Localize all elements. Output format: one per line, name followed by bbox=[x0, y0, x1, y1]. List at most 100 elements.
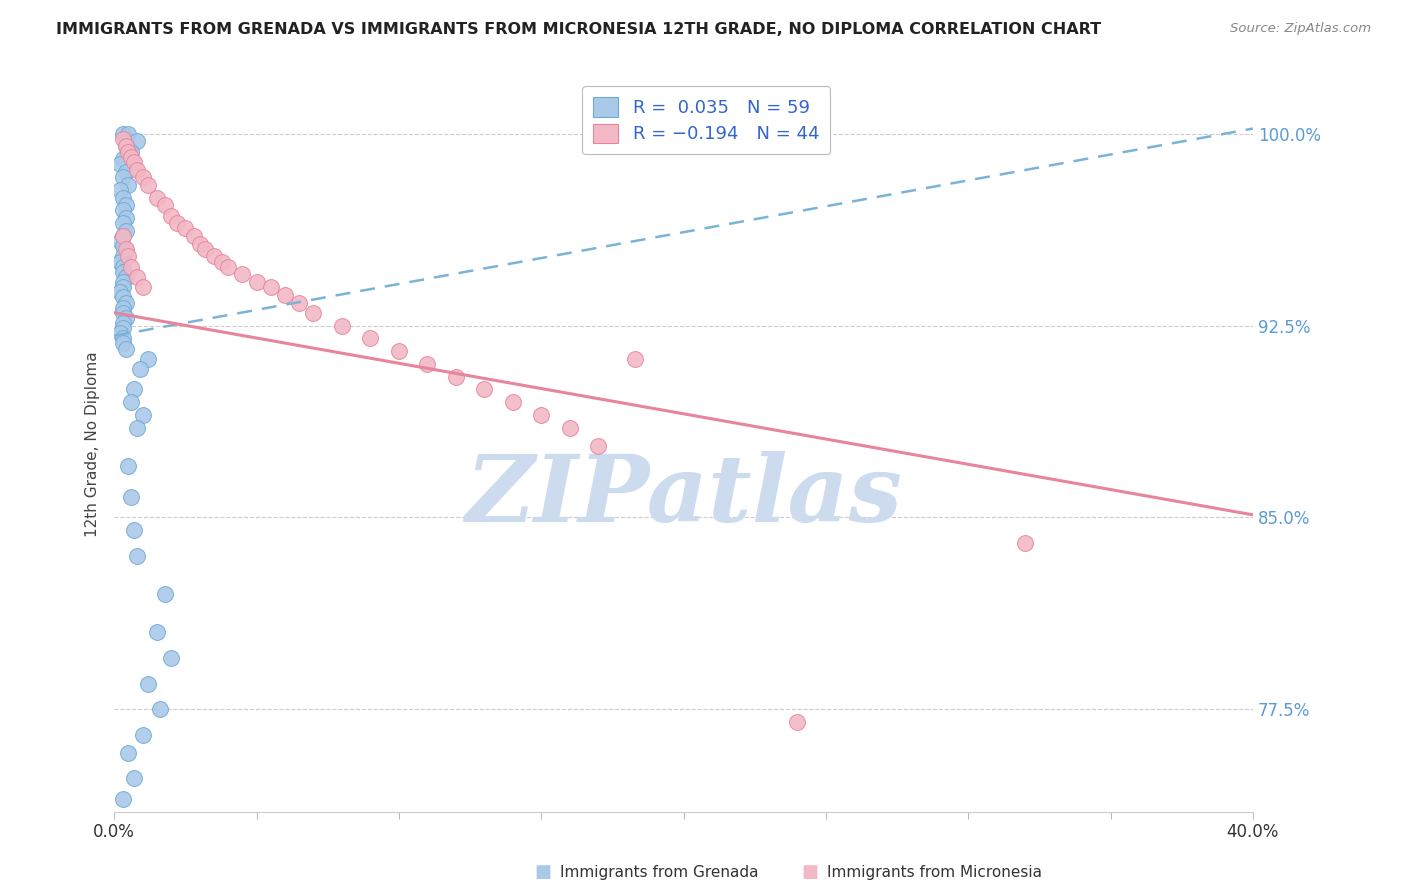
Point bbox=[231, 268, 253, 282]
Text: ■: ■ bbox=[534, 863, 551, 881]
Text: IMMIGRANTS FROM GRENADA VS IMMIGRANTS FROM MICRONESIA 12TH GRADE, NO DIPLOMA COR: IMMIGRANTS FROM GRENADA VS IMMIGRANTS FR… bbox=[56, 22, 1101, 37]
Point bbox=[125, 269, 148, 284]
Point bbox=[120, 150, 142, 164]
Point bbox=[131, 728, 153, 742]
Point bbox=[146, 625, 169, 640]
Point bbox=[245, 275, 267, 289]
Point bbox=[211, 254, 233, 268]
Point bbox=[111, 239, 134, 253]
Point bbox=[111, 316, 134, 330]
Point bbox=[108, 157, 131, 171]
Point bbox=[166, 216, 188, 230]
Point bbox=[114, 224, 136, 238]
Point bbox=[114, 342, 136, 356]
Point bbox=[114, 269, 136, 284]
Point bbox=[174, 221, 197, 235]
Point bbox=[111, 127, 134, 141]
Point bbox=[138, 676, 160, 690]
Point bbox=[120, 145, 142, 159]
Point bbox=[125, 162, 148, 177]
Point bbox=[131, 408, 153, 422]
Point bbox=[111, 321, 134, 335]
Point bbox=[114, 139, 136, 153]
Point bbox=[111, 331, 134, 345]
Point bbox=[330, 318, 353, 333]
Point bbox=[122, 523, 145, 537]
Point bbox=[502, 395, 524, 409]
Point bbox=[114, 139, 136, 153]
Point bbox=[114, 165, 136, 179]
Point bbox=[194, 242, 217, 256]
Point bbox=[108, 285, 131, 300]
Point bbox=[111, 280, 134, 294]
Point bbox=[359, 331, 381, 345]
Point bbox=[388, 344, 411, 359]
Point bbox=[114, 242, 136, 256]
Point bbox=[120, 490, 142, 504]
Point bbox=[188, 236, 211, 251]
Point bbox=[111, 153, 134, 167]
Point bbox=[111, 191, 134, 205]
Text: ZIPatlas: ZIPatlas bbox=[465, 450, 903, 541]
Point bbox=[117, 145, 139, 159]
Point bbox=[444, 369, 467, 384]
Text: ■: ■ bbox=[801, 863, 818, 881]
Point bbox=[117, 746, 139, 760]
Point bbox=[111, 250, 134, 264]
Point bbox=[108, 254, 131, 268]
Text: Source: ZipAtlas.com: Source: ZipAtlas.com bbox=[1230, 22, 1371, 36]
Point bbox=[114, 211, 136, 226]
Point bbox=[183, 229, 205, 244]
Point bbox=[138, 351, 160, 366]
Point bbox=[111, 229, 134, 244]
Point bbox=[111, 132, 134, 146]
Point bbox=[111, 275, 134, 289]
Point bbox=[472, 383, 495, 397]
Point bbox=[111, 336, 134, 351]
Point bbox=[122, 771, 145, 785]
Point bbox=[149, 702, 172, 716]
Point bbox=[131, 280, 153, 294]
Point bbox=[125, 135, 148, 149]
Point bbox=[111, 203, 134, 218]
Point bbox=[122, 154, 145, 169]
Point bbox=[155, 587, 177, 601]
Point bbox=[160, 651, 183, 665]
Point bbox=[114, 244, 136, 259]
Point bbox=[202, 250, 225, 264]
Point bbox=[111, 170, 134, 185]
Point bbox=[120, 395, 142, 409]
Point bbox=[586, 439, 609, 453]
Point bbox=[111, 290, 134, 304]
Point bbox=[122, 383, 145, 397]
Point bbox=[117, 127, 139, 141]
Point bbox=[274, 288, 297, 302]
Point bbox=[108, 183, 131, 197]
Point bbox=[786, 714, 808, 729]
Point bbox=[558, 421, 581, 435]
Point bbox=[117, 178, 139, 192]
Point bbox=[624, 351, 647, 366]
Point bbox=[111, 229, 134, 244]
Point bbox=[1014, 536, 1036, 550]
Point bbox=[138, 178, 160, 192]
Point bbox=[302, 306, 325, 320]
Point bbox=[125, 549, 148, 563]
Point bbox=[288, 295, 311, 310]
Point bbox=[111, 791, 134, 805]
Point bbox=[155, 198, 177, 212]
Point bbox=[131, 170, 153, 185]
Point bbox=[416, 357, 439, 371]
Point bbox=[128, 362, 150, 376]
Point bbox=[530, 408, 553, 422]
Point bbox=[120, 260, 142, 274]
Point bbox=[111, 306, 134, 320]
Point bbox=[117, 250, 139, 264]
Point bbox=[260, 280, 283, 294]
Text: Immigrants from Micronesia: Immigrants from Micronesia bbox=[827, 865, 1042, 880]
Point bbox=[111, 216, 134, 230]
Point bbox=[114, 295, 136, 310]
Y-axis label: 12th Grade, No Diploma: 12th Grade, No Diploma bbox=[86, 351, 100, 537]
Point bbox=[114, 310, 136, 325]
Point bbox=[108, 234, 131, 248]
